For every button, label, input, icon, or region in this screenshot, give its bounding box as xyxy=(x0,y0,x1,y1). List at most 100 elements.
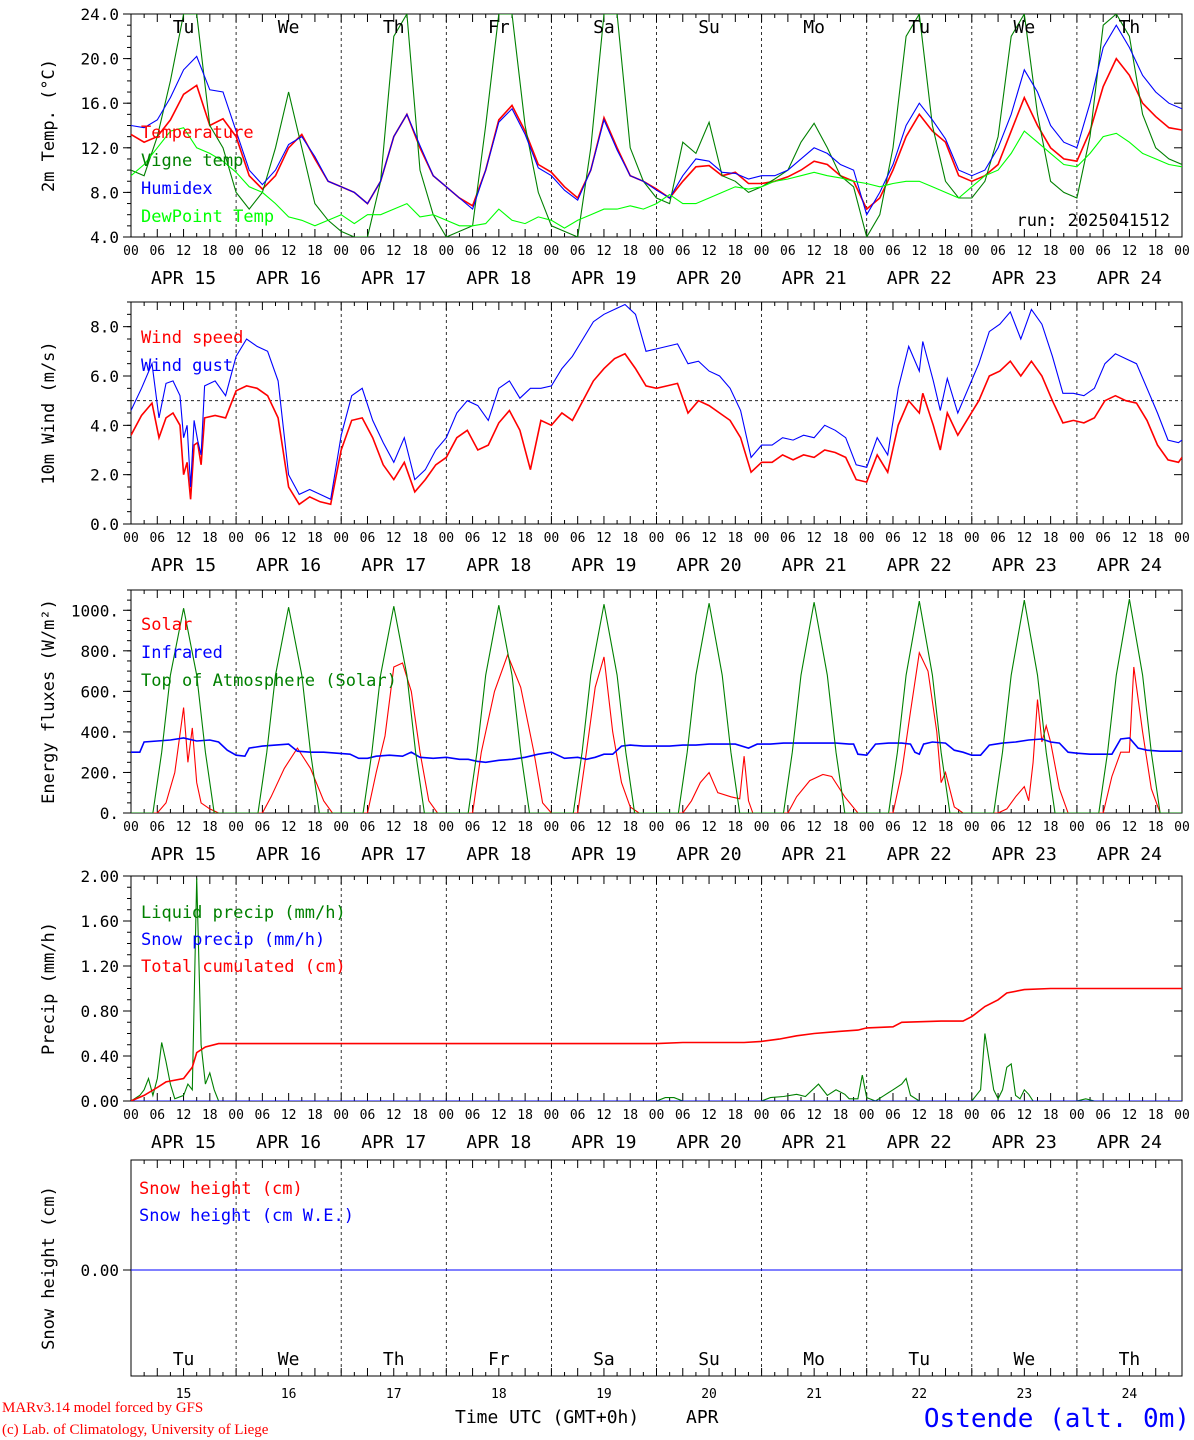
panel-3-hour-tick-label: 18 xyxy=(517,820,533,835)
panel-1-hour-tick-label: 12 xyxy=(1017,244,1033,259)
panel-1-date-label: APR 20 xyxy=(677,268,742,289)
panel-4-hour-tick-label: 00 xyxy=(859,1108,875,1123)
panel-3-hour-tick-label: 00 xyxy=(1174,820,1190,835)
panel-4-date-label: APR 17 xyxy=(361,1132,426,1153)
panel-1-hour-tick-label: 12 xyxy=(911,244,927,259)
bottom-date-number: 23 xyxy=(1017,1387,1033,1402)
panel-1-hour-tick-label: 06 xyxy=(360,244,376,259)
panel-3-hour-tick-label: 00 xyxy=(544,820,560,835)
credit-line-2: (c) Lab. of Climatology, University of L… xyxy=(2,1422,269,1438)
panel-3-hour-tick-label: 00 xyxy=(859,820,875,835)
panel-3-ytick-label: 400. xyxy=(80,723,119,742)
panel-3-hour-tick-label: 06 xyxy=(1095,820,1111,835)
panel-2-hour-tick-label: 00 xyxy=(123,531,139,546)
panel-2-hour-tick-label: 18 xyxy=(1043,531,1059,546)
panel-4-hour-tick-label: 18 xyxy=(307,1108,323,1123)
panel-2-hour-tick-label: 18 xyxy=(202,531,218,546)
panel-4-date-label: APR 24 xyxy=(1097,1132,1162,1153)
panel-2-hour-tick-label: 12 xyxy=(386,531,402,546)
panel-2-hour-tick-label: 00 xyxy=(1069,531,1085,546)
day-name-bottom: Fr xyxy=(488,1349,510,1370)
panel-3-date-label: APR 20 xyxy=(677,844,742,865)
panel-3-series-top-of-atmosphere-solar- xyxy=(131,599,1182,813)
day-name-top: Tu xyxy=(173,17,195,38)
panel-5-legend-entry: Snow height (cm W.E.) xyxy=(139,1206,354,1226)
panel-2-date-label: APR 18 xyxy=(466,555,531,576)
panel-3-date-label: APR 22 xyxy=(887,844,952,865)
panel-4-hour-tick-label: 00 xyxy=(544,1108,560,1123)
panel-1-hour-tick-label: 06 xyxy=(1095,244,1111,259)
panel-3-hour-tick-label: 12 xyxy=(386,820,402,835)
day-name-bottom: Mo xyxy=(803,1349,825,1370)
panel-3-hour-tick-label: 18 xyxy=(1148,820,1164,835)
panel-1-hour-tick-label: 00 xyxy=(544,244,560,259)
panel-1-hour-tick-label: 06 xyxy=(885,244,901,259)
panel-4-date-label: APR 22 xyxy=(887,1132,952,1153)
panel-1-hour-tick-label: 18 xyxy=(727,244,743,259)
panel-4-hour-tick-label: 12 xyxy=(1017,1108,1033,1123)
panel-4-date-label: APR 23 xyxy=(992,1132,1057,1153)
panel-4-hour-tick-label: 18 xyxy=(1148,1108,1164,1123)
panel-3-hour-tick-label: 18 xyxy=(622,820,638,835)
panel-1-hour-tick-label: 12 xyxy=(491,244,507,259)
panel-2-hour-tick-label: 18 xyxy=(938,531,954,546)
panel-2-hour-tick-label: 06 xyxy=(149,531,165,546)
panel-3-hour-tick-label: 12 xyxy=(1017,820,1033,835)
panel-1-date-label: APR 23 xyxy=(992,268,1057,289)
panel-1-hour-tick-label: 00 xyxy=(123,244,139,259)
panel-1-date-label: APR 17 xyxy=(361,268,426,289)
panel-4-hour-tick-label: 06 xyxy=(780,1108,796,1123)
panel-1-hour-tick-label: 00 xyxy=(333,244,349,259)
panel-1-hour-tick-label: 06 xyxy=(675,244,691,259)
panel-3-hour-tick-label: 06 xyxy=(780,820,796,835)
panel-3-series-solar xyxy=(131,650,1182,813)
panel-1-hour-tick-label: 00 xyxy=(1069,244,1085,259)
panel-2-series-wind-speed xyxy=(131,352,1182,506)
panel-2-hour-tick-label: 06 xyxy=(465,531,481,546)
panel-4-hour-tick-label: 00 xyxy=(754,1108,770,1123)
panel-2-ytick-label: 0.0 xyxy=(90,515,119,534)
panel-2-legend-entry: Wind gust xyxy=(141,356,233,376)
panel-4-hour-tick-label: 18 xyxy=(1043,1108,1059,1123)
panel-4-hour-tick-label: 06 xyxy=(360,1108,376,1123)
panel-4-date-label: APR 16 xyxy=(256,1132,321,1153)
day-name-bottom: We xyxy=(278,1349,300,1370)
panel-4-hour-tick-label: 12 xyxy=(281,1108,297,1123)
panel-3-frame xyxy=(130,589,1183,814)
day-name-bottom: Th xyxy=(1119,1349,1141,1370)
panel-1-hour-tick-label: 06 xyxy=(990,244,1006,259)
panel-1-hour-tick-label: 00 xyxy=(228,244,244,259)
bottom-date-number: 22 xyxy=(911,1387,927,1402)
panel-2-hour-tick-label: 06 xyxy=(675,531,691,546)
panel-4-legend-entry: Liquid precip (mm/h) xyxy=(141,903,346,923)
panel-1-hour-tick-label: 00 xyxy=(1174,244,1190,259)
panel-3-date-label: APR 21 xyxy=(782,844,847,865)
panel-1-ytick-label: 12.0 xyxy=(80,139,119,158)
panel-3-hour-tick-label: 00 xyxy=(754,820,770,835)
panel-3-ytick-label: 800. xyxy=(80,642,119,661)
panel-4-hour-tick-label: 18 xyxy=(412,1108,428,1123)
panel-3-ylabel: Energy fluxes (W/m²) xyxy=(39,599,59,804)
panel-1-hour-tick-label: 18 xyxy=(412,244,428,259)
panel-1-date-label: APR 15 xyxy=(151,268,216,289)
panel-3-date-label: APR 16 xyxy=(256,844,321,865)
panel-2-ytick-label: 6.0 xyxy=(90,367,119,386)
panel-1-hour-tick-label: 00 xyxy=(859,244,875,259)
panel-4-hour-tick-label: 06 xyxy=(885,1108,901,1123)
day-name-top: We xyxy=(278,17,300,38)
panel-1-hour-tick-label: 12 xyxy=(176,244,192,259)
bottom-date-number: 18 xyxy=(491,1387,507,1402)
panel-4-ytick-label: 0.00 xyxy=(80,1092,119,1111)
panel-2-series-wind-gust xyxy=(131,303,1182,501)
panel-2-hour-tick-label: 00 xyxy=(649,531,665,546)
panel-3-ytick-label: 600. xyxy=(80,682,119,701)
panel-3-hour-tick-label: 18 xyxy=(202,820,218,835)
panel-1-legend-entry: DewPoint Temp xyxy=(141,207,274,227)
panel-3-hour-tick-label: 12 xyxy=(701,820,717,835)
station-name: Ostende (alt. 0m) xyxy=(924,1404,1190,1434)
panel-1-date-label: APR 18 xyxy=(466,268,531,289)
panel-4-hour-tick-label: 06 xyxy=(675,1108,691,1123)
panel-3-date-label: APR 15 xyxy=(151,844,216,865)
panel-1-hour-tick-label: 18 xyxy=(202,244,218,259)
bottom-date-number: 19 xyxy=(596,1387,612,1402)
